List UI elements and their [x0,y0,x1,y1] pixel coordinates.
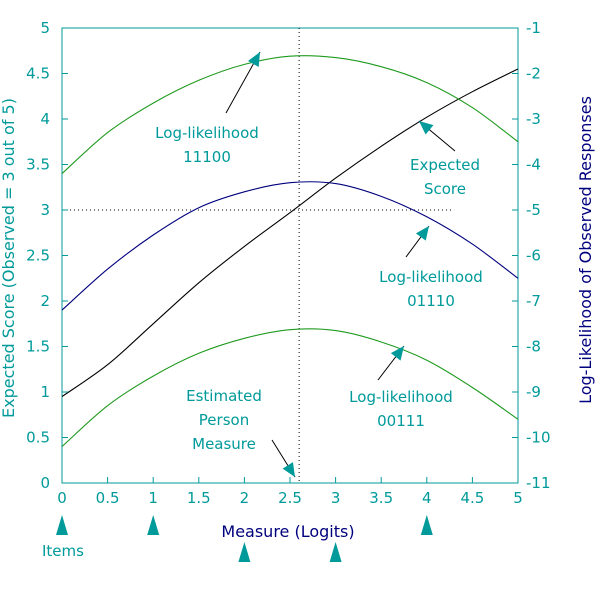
y-right-tick-label: -2 [526,65,541,83]
annotation-ll-11100-line-0: Log-likelihood [155,124,259,142]
annotation-ll-01110-line-1: 01110 [407,292,455,310]
series-line-3 [61,328,519,448]
y-axis-title-right: Log-Likelihood of Observed Responses [576,96,595,404]
x-tick-label: 2.5 [278,489,302,507]
y-left-tick-label: 1.5 [26,338,50,356]
annotation-expected-score-arrow-head [419,121,434,135]
x-tick-label: 4 [422,489,432,507]
y-left-tick-label: 0.5 [26,429,50,447]
y-left-tick-label: 0 [40,474,50,492]
annotation-ll-00111-line-0: Log-likelihood [349,388,453,406]
x-tick-label: 3 [331,489,341,507]
annotation-ll-11100-arrow-head [247,52,260,67]
annotation-ll-11100-line-1: 11100 [183,148,231,166]
y-right-tick-label: -9 [526,383,541,401]
y-right-tick-label: -6 [526,247,541,265]
y-left-tick-label: 4 [40,110,50,128]
series-line-1 [61,55,519,175]
y-left-tick-label: 3 [40,201,50,219]
x-tick-label: 1 [148,489,158,507]
annotation-ll-00111-arrow-head [390,346,404,361]
annotation-ll-00111-line-1: 00111 [377,412,425,430]
item-marker [147,515,160,535]
item-marker [238,542,251,562]
annotation-estimated-line-1: Person [199,411,249,429]
item-marker [420,515,433,535]
y-left-tick-label: 3.5 [26,156,50,174]
item-marker [56,515,68,535]
items-label: Items [42,542,84,560]
annotation-expected-score-line-0: Expected [410,156,480,174]
plot-area [61,27,519,484]
y-right-tick-label: -5 [526,201,541,219]
x-tick-label: 5 [513,489,523,507]
y-right-tick-label: -3 [526,110,541,128]
y-right-tick-label: -11 [526,474,551,492]
annotation-ll-01110-line-0: Log-likelihood [379,268,483,286]
x-tick-label: 0 [57,489,67,507]
y-right-tick-label: -8 [526,338,541,356]
annotation-estimated-line-2: Measure [192,435,256,453]
x-tick-label: 3.5 [369,489,393,507]
y-left-tick-label: 2.5 [26,247,50,265]
x-tick-label: 2 [240,489,250,507]
x-tick-label: 0.5 [96,489,120,507]
annotation-estimated-arrow-head [282,462,295,477]
x-tick-label: 4.5 [460,489,484,507]
series-line-0 [61,68,519,398]
annotation-ll-01110-arrow-head [415,226,429,241]
y-axis-title-left: Expected Score (Observed = 3 out of 5) [0,98,18,418]
y-left-tick-label: 4.5 [26,65,50,83]
x-axis-title: Measure (Logits) [221,522,354,541]
annotation-estimated-line-0: Estimated [186,387,262,405]
series-line-2 [61,181,519,311]
annotation-expected-score-line-1: Score [424,180,466,198]
x-tick-label: 1.5 [187,489,211,507]
y-left-tick-label: 1 [40,383,50,401]
y-left-tick-label: 5 [40,19,50,37]
y-right-tick-label: -1 [526,19,541,37]
y-right-tick-label: -4 [526,156,541,174]
y-left-tick-label: 2 [40,292,50,310]
y-right-tick-label: -10 [526,429,551,447]
item-marker [329,542,342,562]
y-right-tick-label: -7 [526,292,541,310]
